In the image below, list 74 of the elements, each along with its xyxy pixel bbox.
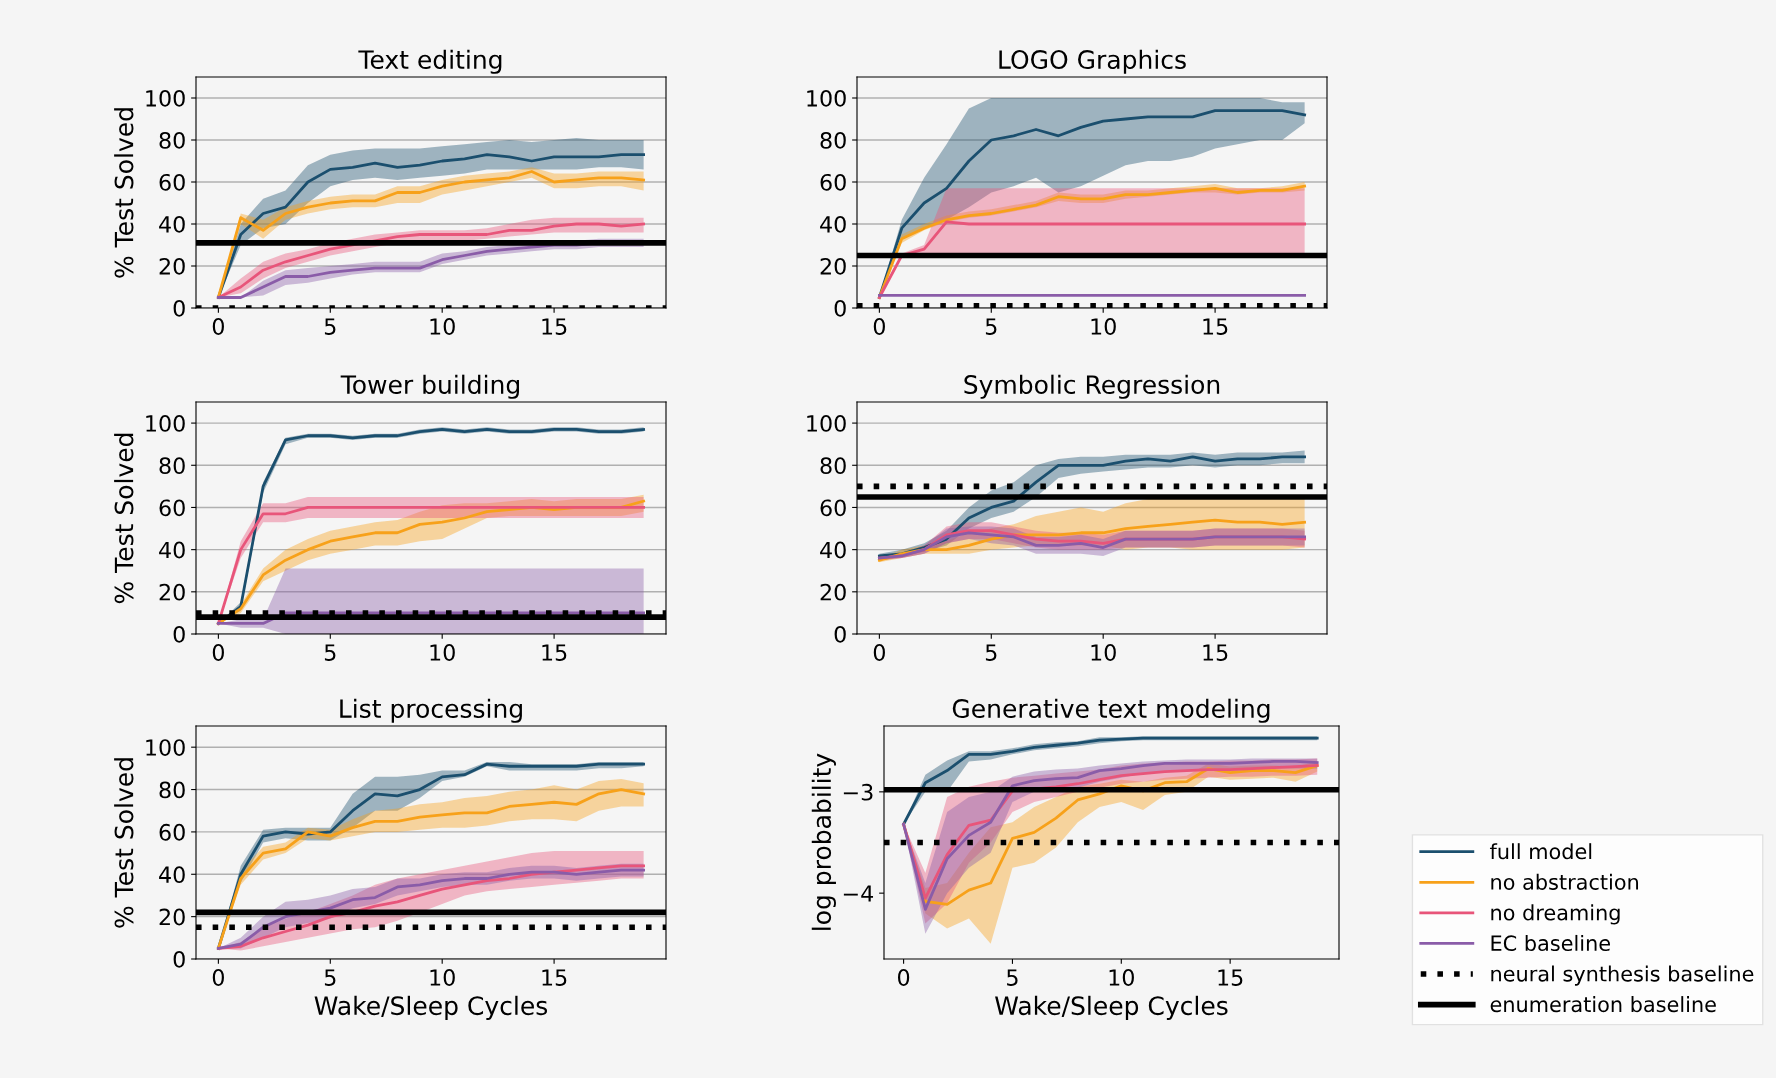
- y-axis-title: % Test Solved: [114, 108, 134, 278]
- y-tick-label: 0: [173, 625, 185, 643]
- y-tick-label: 20: [820, 257, 846, 275]
- x-tick-label: 15: [542, 969, 567, 986]
- x-tick-label: 10: [430, 969, 455, 986]
- y-tick-label: 60: [159, 499, 185, 517]
- y-tick-label: 0: [173, 299, 185, 317]
- x-tick-label: 5: [324, 644, 336, 661]
- y-tick-label: 0: [834, 625, 846, 643]
- x-tick-label: 0: [897, 969, 910, 986]
- y-tick-label: 40: [159, 215, 185, 233]
- chart-title: Text editing: [358, 49, 502, 74]
- x-tick-label: 5: [985, 318, 997, 335]
- y-tick-label: 20: [159, 583, 185, 601]
- y-tick-label: 0: [173, 950, 185, 968]
- x-tick-label: 0: [212, 644, 224, 661]
- x-axis-title: Wake/Sleep Cycles: [314, 995, 548, 1020]
- x-tick-label: 5: [324, 969, 336, 986]
- legend-label: neural synthesis baseline: [1491, 965, 1754, 986]
- y-tick-label: 80: [159, 781, 185, 799]
- x-tick-label: 0: [873, 318, 885, 335]
- x-tick-label: 0: [212, 318, 224, 335]
- x-tick-label: 15: [1203, 644, 1228, 661]
- chart-title: LOGO Graphics: [999, 49, 1186, 74]
- y-tick-label: 80: [820, 131, 846, 149]
- y-tick-label: 100: [146, 739, 185, 756]
- y-tick-label: 20: [159, 908, 185, 926]
- y-tick-label: 80: [820, 457, 846, 475]
- y-tick-label: 60: [159, 823, 185, 841]
- y-tick-label: 100: [807, 89, 846, 107]
- x-tick-label: 10: [430, 318, 455, 335]
- y-tick-label: 40: [159, 866, 185, 884]
- x-tick-label: 10: [430, 644, 455, 661]
- chart-title: Tower building: [340, 374, 519, 399]
- y-tick-label: 60: [820, 173, 846, 191]
- legend-label: EC baseline: [1491, 934, 1610, 952]
- x-tick-label: 15: [542, 318, 567, 335]
- x-tick-label: 10: [1109, 969, 1134, 986]
- y-tick-label: 0: [834, 299, 846, 317]
- y-tick-label: 60: [159, 173, 185, 191]
- x-tick-label: 10: [1091, 644, 1116, 661]
- chart-title: Symbolic Regression: [964, 374, 1220, 399]
- y-axis-title: % Test Solved: [114, 433, 134, 604]
- x-tick-label: 0: [873, 644, 885, 661]
- y-tick-label: 100: [146, 415, 185, 432]
- y-tick-label: 40: [159, 541, 185, 559]
- y-tick-label: 80: [159, 131, 185, 149]
- y-tick-label: 20: [820, 583, 846, 601]
- x-tick-label: 15: [1203, 318, 1228, 335]
- y-axis-title: % Test Solved: [114, 758, 134, 928]
- chart-title: List processing: [340, 698, 522, 723]
- x-axis-title: Wake/Sleep Cycles: [995, 995, 1228, 1020]
- x-tick-label: 5: [985, 644, 997, 661]
- y-tick-label: −3: [843, 783, 873, 801]
- legend-label: full model: [1489, 843, 1592, 860]
- y-tick-label: 40: [820, 215, 846, 233]
- y-tick-label: 100: [807, 415, 846, 432]
- legend-label: enumeration baseline: [1490, 996, 1716, 1013]
- x-tick-label: 15: [1218, 969, 1243, 986]
- x-tick-label: 0: [212, 969, 224, 986]
- legend-label: no dreaming: [1491, 904, 1620, 925]
- y-tick-label: 40: [820, 541, 846, 559]
- x-tick-label: 5: [324, 318, 336, 335]
- x-tick-label: 5: [1007, 969, 1018, 986]
- x-tick-label: 10: [1091, 318, 1116, 335]
- y-axis-title: log probability: [811, 753, 836, 930]
- y-tick-label: 80: [159, 457, 185, 475]
- chart-title: Generative text modeling: [952, 698, 1270, 723]
- x-tick-label: 15: [542, 644, 567, 661]
- y-tick-label: 60: [820, 499, 846, 517]
- y-tick-label: 100: [146, 89, 185, 107]
- legend-label: no abstraction: [1491, 873, 1639, 890]
- y-tick-label: 20: [159, 257, 185, 275]
- y-tick-label: −4: [843, 885, 874, 902]
